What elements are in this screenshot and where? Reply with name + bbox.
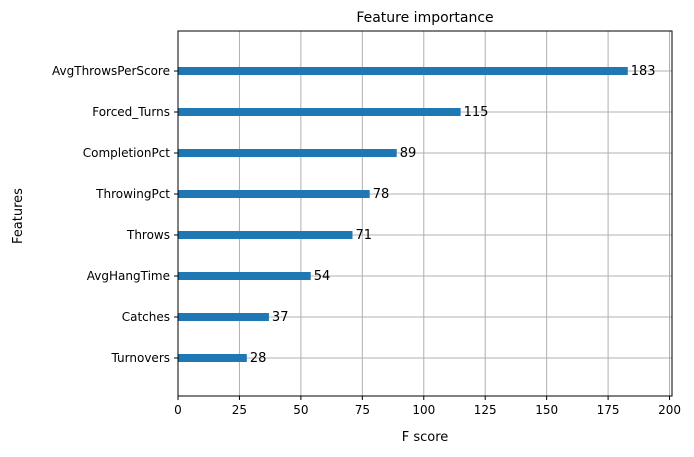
bars [178,67,628,362]
bar [178,313,269,321]
y-tick-label: CompletionPct [83,146,171,160]
bar-value-label: 89 [400,146,417,161]
y-tick-label: Turnovers [111,351,170,365]
x-tick-label: 25 [232,403,247,417]
x-ticks: 0 25 50 75 100 125 150 175 200 [174,396,681,417]
y-axis-label: Features [11,188,26,244]
bar-value-label: 28 [250,351,267,366]
y-ticks: Turnovers Catches AvgHangTime Throws Throwin… [52,64,178,365]
bar [178,67,628,75]
x-tick-label: 175 [597,403,620,417]
bar-value-label: 54 [314,269,331,284]
x-tick-label: 200 [658,403,681,417]
bar-value-label: 71 [355,228,372,243]
x-tick-label: 150 [535,403,558,417]
bar [178,108,461,116]
x-tick-label: 50 [293,403,308,417]
bar [178,272,311,280]
bar-value-label: 78 [373,187,390,202]
bar-value-label: 115 [464,105,489,120]
y-tick-label: Catches [122,310,170,324]
bar-value-label: 183 [631,64,656,79]
chart-title: Feature importance [356,10,493,26]
y-tick-label: AvgThrowsPerScore [52,64,170,78]
x-axis-label: F score [402,430,449,445]
y-tick-label: AvgHangTime [87,269,170,283]
bar [178,354,247,362]
y-tick-label: Forced_Turns [92,105,170,119]
x-tick-label: 125 [474,403,497,417]
x-tick-label: 100 [412,403,435,417]
y-tick-label: ThrowingPct [95,187,170,201]
plot-frame [178,31,672,396]
grid-lines [178,31,672,396]
x-tick-label: 0 [174,403,182,417]
bar-value-label: 37 [272,310,289,325]
bar [178,190,370,198]
x-tick-label: 75 [355,403,370,417]
y-tick-label: Throws [126,228,170,242]
bar [178,231,352,239]
bar [178,149,397,157]
